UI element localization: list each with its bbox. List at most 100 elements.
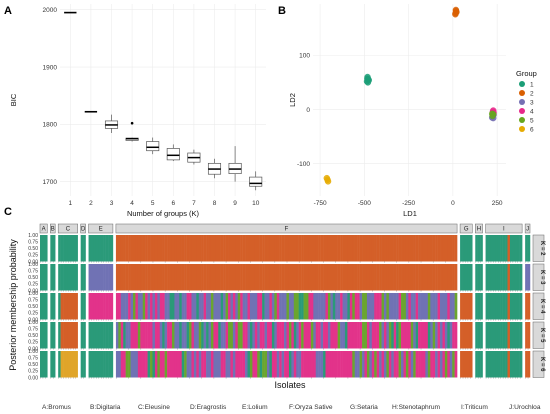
isolate-bar [274,293,278,320]
isolate-bar [371,264,375,291]
isolate-bar [374,235,377,262]
x-tick-label: 9 [233,200,237,207]
isolate-bar [230,351,234,378]
isolate-bar [497,235,501,262]
isolate-bar [379,235,382,262]
isolate-bar [527,264,531,291]
isolate-bar [320,351,324,378]
y-tick-label: 0.25 [28,369,38,375]
isolate-bar [512,322,516,349]
isolate-bar [519,235,523,262]
isolate-bar [240,293,243,320]
isolate-bar [514,264,518,291]
isolate-bar [379,293,382,320]
isolate-bar [437,264,441,291]
isolate-bar [157,235,161,262]
isolate-bar [215,235,219,262]
isolate-bar [264,264,268,291]
isolate-bar [425,264,429,291]
isolate-bar [44,322,48,349]
row-strip-k4 [532,292,545,320]
isolate-bar [281,264,285,291]
isolate-bar [337,293,341,320]
isolate-bar [308,293,312,320]
isolate-bar [237,322,241,349]
isolate-bar [52,235,56,262]
isolate-bar [432,235,436,262]
isolate-bar [128,351,131,378]
isolate-bar [298,293,302,320]
isolate-bar [44,293,48,320]
isolate-bar [442,293,446,320]
isolate-bar [477,293,481,320]
isolate-bar [249,351,253,378]
strip-label-G: G [464,227,469,233]
y-tick-label: 0.25 [28,311,38,317]
isolate-bar [128,293,131,320]
isolate-bar [519,293,523,320]
isolate-bar [388,264,392,291]
isolate-bar [223,322,226,349]
isolate-bar [213,322,217,349]
isolate-bar [269,322,273,349]
isolate-bar [235,293,239,320]
isolate-bar [274,351,278,378]
isolate-bar [159,264,163,291]
row-label-k4: K = 4 [539,299,545,314]
isolate-bar [245,264,248,291]
isolate-bar [213,293,217,320]
strip-label-B: B [51,227,55,233]
isolate-bar [366,264,370,291]
isolate-bar [393,235,397,262]
isolate-bar [467,293,471,320]
isolate-bar [230,235,234,262]
isolate-bar [325,293,329,320]
box-k-5 [146,137,160,155]
isolate-bar [381,322,385,349]
isolate-bar [507,264,511,291]
isolate-bar [332,351,336,378]
isolate-bar [480,351,483,378]
isolate-bar [93,264,97,291]
isolate-bar [67,322,71,349]
isolate-bar [344,235,348,262]
isolate-bar [264,235,268,262]
isolate-bar [152,264,156,291]
box-k-9 [228,146,242,182]
isolate-bar [42,351,46,378]
isolate-bar [362,351,365,378]
isolate-bar [335,293,338,320]
isolate-bar [262,351,265,378]
isolate-bar [469,264,473,291]
y-tick-label: 1800 [43,122,58,129]
isolate-bar [337,322,341,349]
isolate-bar [393,322,397,349]
strip-label-D: D [81,227,86,233]
isolate-bar [469,322,473,349]
isolate-bar [75,351,78,378]
isolate-bar [169,322,173,349]
isolate-bar [430,293,433,320]
strip-label-I: I [503,227,505,233]
isolate-bar [118,264,122,291]
isolate-bar [310,293,314,320]
isolate-bar [281,351,285,378]
panel-b-y-axis-title: LD2 [288,93,297,107]
isolate-bar [435,351,438,378]
isolate-bar [93,351,97,378]
isolate-bar [249,293,253,320]
isolate-bar [293,235,297,262]
isolate-bar [332,235,336,262]
isolate-bar [264,293,268,320]
isolate-bar [422,351,426,378]
isolate-bar [140,351,143,378]
isolate-bar [276,351,280,378]
isolate-bar [462,235,466,262]
isolate-bar [93,293,97,320]
isolate-bar [262,264,265,291]
strip-label-A: A [42,227,46,233]
isolate-bar [223,351,226,378]
isolate-bar [58,322,61,349]
isolate-bar [495,293,499,320]
isolate-bar [40,293,43,320]
